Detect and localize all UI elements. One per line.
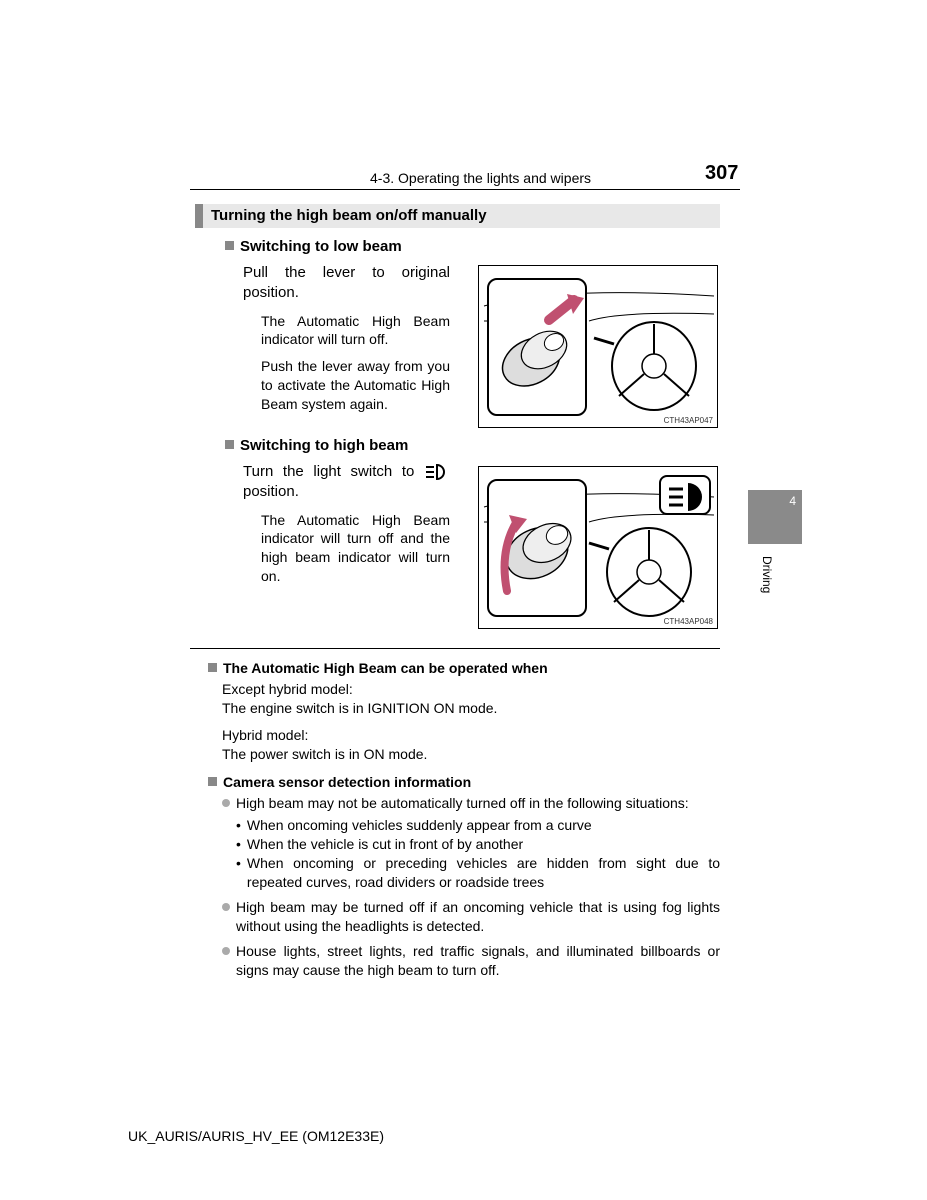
figure-low-beam: CTH43AP047 [478,265,718,428]
low-beam-heading: Switching to low beam [225,238,720,255]
low-beam-detail-2: Push the lever away from you to activate… [261,357,450,414]
square-bullet-icon [208,777,217,786]
note-2-bullet-2-text: High beam may be turned off if an oncomi… [236,898,720,936]
header-section-label: 4-3. Operating the lights and wipers [370,170,591,186]
high-beam-instruction-pre: Turn the light switch to [243,463,414,480]
switch-turn-icon [489,481,589,619]
round-bullet-icon [222,903,230,911]
chapter-tab-label: Driving [760,556,774,593]
note-2-sub-2: When the vehicle is cut in front of by a… [247,835,720,854]
note-2-sub-1: When oncoming vehicles suddenly appear f… [247,816,720,835]
low-beam-detail-1: The Automatic High Beam indicator will t… [261,312,450,350]
note-2-heading: Camera sensor detection information [208,774,720,790]
note-2-sublist: • When oncoming vehicles suddenly appear … [236,816,720,892]
round-bullet-icon [222,947,230,955]
note-1-line-3: Hybrid model: [222,726,720,745]
chapter-tab-number: 4 [742,494,796,508]
note-2-bullet-2: High beam may be turned off if an oncomi… [222,898,720,936]
header-rule [190,189,740,190]
high-beam-indicator-callout [659,475,711,515]
high-beam-heading-text: Switching to high beam [240,437,408,454]
dot-bullet-icon: • [236,835,241,854]
note-2-bullet-3: House lights, street lights, red traffic… [222,942,720,980]
footer-text: UK_AURIS/AURIS_HV_EE (OM12E33E) [128,1128,384,1144]
round-bullet-icon [222,799,230,807]
figure-high-beam-inset [487,479,587,617]
figure-code-2: CTH43AP048 [664,617,713,626]
high-beam-instruction-post: position. [243,483,299,500]
square-bullet-icon [225,440,234,449]
lever-pull-icon [489,280,589,418]
note-2-bullet-1: High beam may not be automatically turne… [222,794,720,813]
high-beam-detail-1: The Automatic High Beam indicator will t… [261,511,450,587]
figure-low-beam-inset [487,278,587,416]
chapter-tab: 4 [748,490,802,544]
dot-bullet-icon: • [236,854,241,892]
high-beam-instruction: Turn the light switch to position. [243,462,450,503]
note-1-heading: The Automatic High Beam can be operated … [208,660,720,676]
high-beam-symbol-icon [424,464,450,480]
high-beam-heading: Switching to high beam [225,437,720,454]
square-bullet-icon [208,663,217,672]
figure-code-1: CTH43AP047 [664,416,713,425]
note-2-heading-text: Camera sensor detection information [223,774,471,790]
figure-high-beam: CTH43AP048 [478,466,718,629]
dot-bullet-icon: • [236,816,241,835]
note-2-bullet-3-text: House lights, street lights, red traffic… [236,942,720,980]
low-beam-instruction: Pull the lever to original position. [243,263,450,304]
note-1-heading-text: The Automatic High Beam can be operated … [223,660,548,676]
content-rule [190,648,720,649]
note-2-sub-3: When oncoming or preceding vehicles are … [247,854,720,892]
section-title-bar: Turning the high beam on/off manually [195,204,720,228]
high-beam-indicator-icon [661,477,713,517]
notes-section: The Automatic High Beam can be operated … [208,660,720,990]
square-bullet-icon [225,241,234,250]
note-1-line-2: The engine switch is in IGNITION ON mode… [222,699,720,718]
low-beam-heading-text: Switching to low beam [240,238,402,255]
note-1-line-1: Except hybrid model: [222,680,720,699]
note-2-bullet-1-text: High beam may not be automatically turne… [236,794,720,813]
page-number: 307 [705,162,738,185]
note-1-line-4: The power switch is in ON mode. [222,745,720,764]
